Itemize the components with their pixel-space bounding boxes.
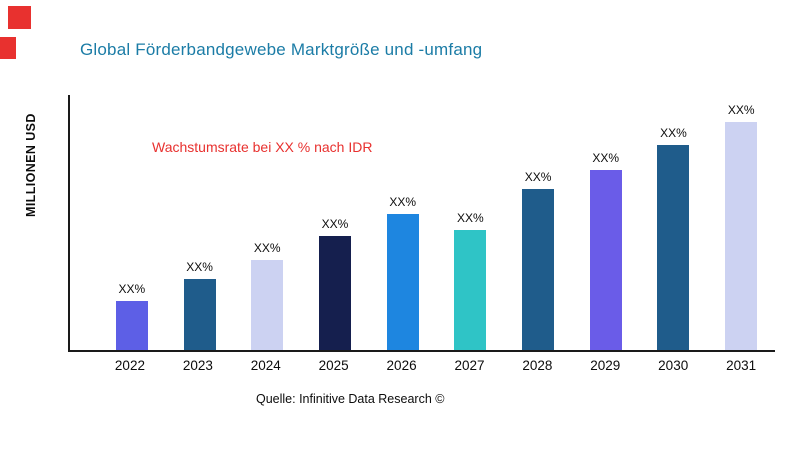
logo-square-icon: [0, 37, 16, 59]
y-axis-label: MILLIONEN USD: [24, 113, 38, 217]
bar-group-2029: XX%: [572, 95, 640, 350]
bar-value-label: XX%: [592, 150, 620, 165]
bar-value-label: XX%: [660, 126, 687, 141]
x-tick-2025: 2025: [318, 358, 349, 373]
bar-2031: [725, 122, 758, 350]
growth-rate-annotation: Wachstumsrate bei XX % nach IDR: [152, 139, 373, 155]
bar-group-2027: XX%: [437, 95, 505, 350]
x-tick-2023: 2023: [182, 358, 213, 373]
bar-group-2026: XX%: [369, 95, 437, 350]
x-tick-2031: 2031: [726, 358, 757, 373]
bar-group-2025: XX%: [301, 95, 369, 350]
x-tick-2024: 2024: [250, 358, 281, 373]
x-tick-2030: 2030: [658, 358, 689, 373]
bar-2023: [183, 279, 216, 350]
bar-value-label: XX%: [457, 211, 484, 226]
bar-2028: [522, 189, 555, 350]
bar-2027: [454, 230, 487, 350]
bar-value-label: XX%: [186, 260, 213, 275]
bar-group-2030: XX%: [640, 95, 708, 350]
x-tick-2029: 2029: [590, 358, 621, 373]
bar-value-label: XX%: [321, 217, 349, 232]
bar-value-label: XX%: [253, 240, 281, 255]
x-tick-2028: 2028: [522, 358, 553, 373]
bar-value-label: XX%: [727, 103, 755, 118]
bar-value-label: XX%: [389, 194, 416, 209]
bar-value-label: XX%: [524, 170, 552, 185]
bar-value-label: XX%: [118, 281, 146, 296]
bar-group-2022: XX%: [98, 95, 166, 350]
x-tick-2027: 2027: [454, 358, 485, 373]
bar-2024: [251, 259, 284, 350]
bar-2026: [386, 213, 419, 350]
bar-2025: [318, 236, 351, 350]
bar-group-2028: XX%: [504, 95, 572, 350]
x-tick-2022: 2022: [114, 358, 145, 373]
bars-container: XX% XX% XX% XX% XX% XX% XX% XX% XX% XX%: [70, 95, 775, 350]
logo-square-icon: [8, 6, 31, 29]
bar-2030: [657, 145, 690, 350]
bar-group-2024: XX%: [233, 95, 301, 350]
source-caption: Quelle: Infinitive Data Research ©: [256, 392, 445, 406]
plot-area: Wachstumsrate bei XX % nach IDR XX% XX% XX…: [68, 95, 775, 352]
chart-title: Global Förderbandgewebe Marktgröße und -…: [80, 40, 483, 59]
x-axis-ticks: 2022 2023 2024 2025 2026 2027 2028 2029 2030 2031: [68, 358, 775, 373]
bar-group-2023: XX%: [166, 95, 234, 350]
bar-2022: [115, 300, 148, 350]
bar-group-2031: XX%: [707, 95, 775, 350]
x-tick-2026: 2026: [386, 358, 417, 373]
bar-2029: [589, 169, 622, 350]
